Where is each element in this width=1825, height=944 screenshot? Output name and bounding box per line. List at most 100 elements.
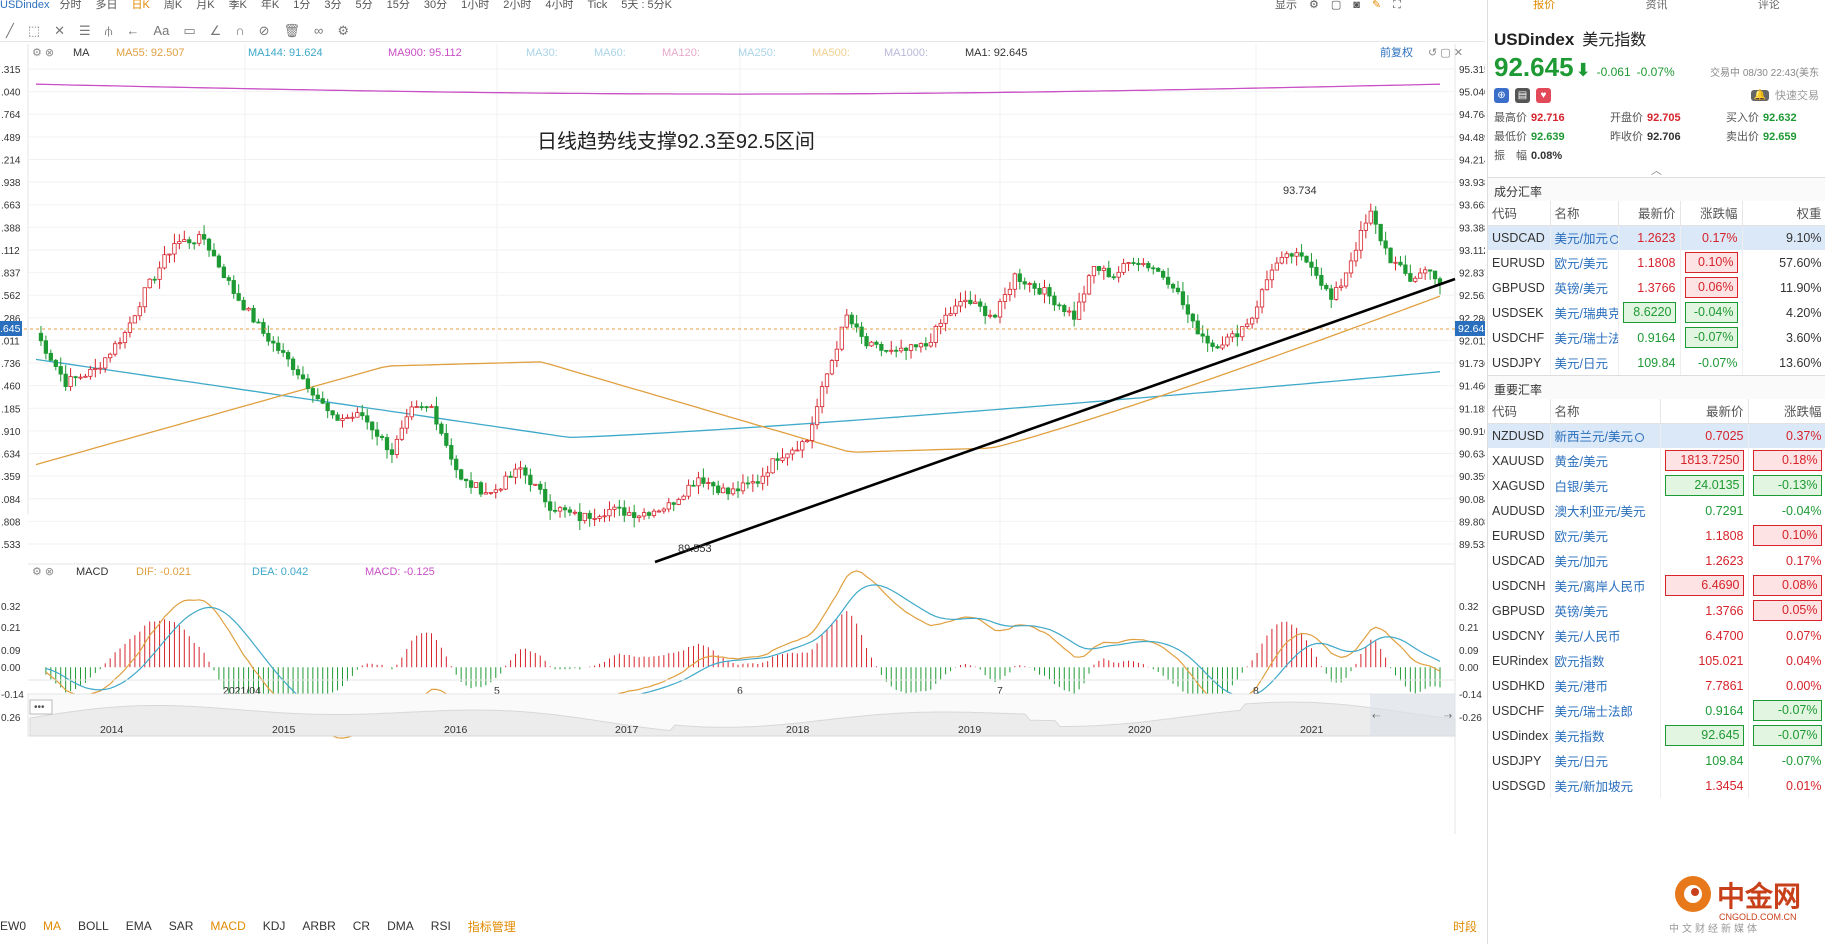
quick-trade-button[interactable]: 快速交易	[1775, 90, 1819, 102]
timeframe-0[interactable]: 分时	[59, 0, 82, 11]
indicator-3[interactable]: EMA	[125, 919, 152, 933]
indicator-0[interactable]: EW0	[0, 919, 27, 933]
timeframe-9[interactable]: 5分	[355, 0, 373, 11]
chart-area[interactable]: ⚙ ⊗ MA MA55: 92.507 MA144: 91.624 MA900:…	[0, 44, 1490, 944]
table-row[interactable]: USDHKD 美元/港币 7.7861 0.00%	[1488, 673, 1825, 698]
table-row[interactable]: GBPUSD 英镑/美元 1.3766 0.06% 11.90%	[1488, 275, 1825, 300]
more-button[interactable]	[29, 699, 53, 715]
overview-navigator[interactable]: ⇠ ⇢ ••• 2014 2015 2016 2017 2018 2019 2020 2021	[27, 693, 1456, 737]
ma-label[interactable]: MA	[73, 47, 90, 59]
column-header[interactable]: 权重	[1742, 201, 1825, 226]
panel-tab-0[interactable]: 报价	[1533, 0, 1556, 11]
adjust-toggle[interactable]: 前复权	[1380, 45, 1413, 59]
timeframe-11[interactable]: 30分	[423, 0, 448, 11]
indicator-2[interactable]: BOLL	[78, 919, 109, 933]
tool-settings-icon[interactable]: ⚙	[337, 22, 349, 38]
arrow-tool-icon[interactable]: ←	[126, 23, 140, 38]
macd-settings-icon[interactable]: ⚙ ⊗	[32, 566, 54, 578]
timeframe-12[interactable]: 1小时	[461, 0, 490, 11]
overview-window[interactable]	[1370, 694, 1455, 736]
indicator-5[interactable]: MACD	[210, 919, 246, 933]
bell-icon[interactable]: 🔔	[1750, 89, 1769, 101]
pen-icon[interactable]: ✎	[1371, 0, 1382, 11]
timeframe-1[interactable]: 多日	[95, 0, 118, 11]
globe-icon[interactable]: ⊕	[1494, 87, 1509, 103]
timeframe-2[interactable]: 日K	[131, 0, 150, 11]
overview-right-arrow-icon[interactable]: ⇢	[1444, 711, 1452, 722]
table-row[interactable]: USDSGD 美元/新加坡元 1.3454 0.01%	[1488, 773, 1825, 798]
fullscreen-icon[interactable]: ⛶	[1393, 0, 1401, 11]
table-row[interactable]: AUDUSD 澳大利亚元/美元 0.7291 -0.04%	[1488, 498, 1825, 523]
indicator-1[interactable]: MA	[43, 919, 62, 933]
indicator-6[interactable]: KDJ	[262, 919, 286, 933]
target-icon[interactable]	[1634, 433, 1644, 443]
layout-icon[interactable]: ▢	[1330, 0, 1342, 11]
macd-label[interactable]: MACD	[76, 566, 108, 578]
timeframe-14[interactable]: 4小时	[545, 0, 574, 11]
pitchfork-tool-icon[interactable]: ⫛	[104, 22, 113, 38]
table-row[interactable]: USDSEK 美元/瑞典克 8.6220 -0.04% 4.20%	[1488, 300, 1825, 325]
brush-tool-icon[interactable]: ∠	[209, 22, 222, 38]
more-icon[interactable]: •••	[34, 702, 45, 713]
table-row[interactable]: USDJPY 美元/日元 109.84 -0.07% 13.60%	[1488, 350, 1825, 375]
timeframe-7[interactable]: 1分	[293, 0, 311, 11]
timeframe-16[interactable]: 5天 : 5分K	[621, 0, 673, 11]
kline-chart[interactable]: ⚙ ⊗ MA MA55: 92.507 MA144: 91.624 MA900:…	[0, 44, 1490, 916]
timeframe-5[interactable]: 季K	[228, 0, 247, 11]
table-row[interactable]: USDCNY 美元/人民币 6.4700 0.07%	[1488, 623, 1825, 648]
table-row[interactable]: EURindex 欧元指数 105.021 0.04%	[1488, 648, 1825, 673]
delete-tool-icon[interactable]: 🗑	[283, 22, 301, 38]
indicator-8[interactable]: CR	[352, 919, 371, 933]
shape-tool-icon[interactable]: ⬚	[27, 22, 41, 38]
timeframe-6[interactable]: 年K	[260, 0, 280, 11]
overview-left-arrow-icon[interactable]: ⇠	[1372, 711, 1381, 722]
timeframe-15[interactable]: Tick	[587, 0, 608, 11]
symbol-label[interactable]: USDindex	[0, 0, 50, 11]
table-row[interactable]: USDCHF 美元/瑞士法 0.9164 -0.07% 3.60%	[1488, 325, 1825, 350]
table-row[interactable]: USDCNH 美元/离岸人民币 6.4690 0.08%	[1488, 573, 1825, 598]
column-header[interactable]: 涨跌幅	[1748, 399, 1825, 424]
table-row[interactable]: USDCAD 美元/加元 1.2623 0.17% 9.10%	[1488, 225, 1825, 250]
indicator-10[interactable]: RSI	[430, 919, 451, 933]
indicator-7[interactable]: ARBR	[302, 919, 336, 933]
panel-tab-1[interactable]: 资讯	[1645, 0, 1668, 11]
trend-line[interactable]	[654, 277, 1456, 564]
link-tool-icon[interactable]: ∞	[314, 23, 324, 38]
fib-tool-icon[interactable]: ✕	[54, 22, 66, 38]
screenshot-icon[interactable]: ◙	[1353, 0, 1360, 11]
table-row[interactable]: EURUSD 欧元/美元 1.1808 0.10%	[1488, 523, 1825, 548]
table-row[interactable]: GBPUSD 英镑/美元 1.3766 0.05%	[1488, 598, 1825, 623]
timeframe-13[interactable]: 2小时	[503, 0, 532, 11]
indicator-4[interactable]: SAR	[168, 919, 194, 933]
display-button[interactable]: 显示	[1275, 0, 1297, 11]
table-row[interactable]: NZDUSD 新西兰元/美元 0.7025 0.37%	[1488, 423, 1825, 448]
timeframe-10[interactable]: 15分	[386, 0, 410, 11]
column-header[interactable]: 最新价	[1618, 201, 1681, 226]
column-header[interactable]: 涨跌幅	[1680, 201, 1743, 226]
column-header[interactable]: 名称	[1550, 399, 1661, 424]
ma-settings-icon[interactable]: ⚙ ⊗	[32, 47, 54, 59]
trend-annotation[interactable]: 日线趋势线支撑92.3至92.5区间	[537, 130, 815, 153]
table-row[interactable]: USDJPY 美元/日元 109.84 -0.07%	[1488, 748, 1825, 773]
table-row[interactable]: USDindex 美元指数 92.645 -0.07%	[1488, 723, 1825, 748]
table-row[interactable]: XAGUSD 白银/美元 24.0135 -0.13%	[1488, 473, 1825, 498]
indicator-11[interactable]: 指标管理	[467, 919, 516, 934]
timeframe-4[interactable]: 月K	[196, 0, 215, 11]
line-tool-icon[interactable]: ╱	[6, 22, 14, 38]
collapse-chevron-icon[interactable]: ︿	[1651, 165, 1662, 177]
table-row[interactable]: USDCAD 美元/加元 1.2623 0.17%	[1488, 548, 1825, 573]
favorite-heart-icon[interactable]: ♥	[1536, 87, 1551, 103]
target-icon[interactable]	[1609, 235, 1617, 245]
text-tool-icon[interactable]: Aa	[153, 23, 170, 38]
table-row[interactable]: XAUUSD 黄金/美元 1813.7250 0.18%	[1488, 448, 1825, 473]
table-row[interactable]: USDCHF 美元/瑞士法郎 0.9164 -0.07%	[1488, 698, 1825, 723]
channel-tool-icon[interactable]: ☰	[79, 22, 91, 38]
table-row[interactable]: EURUSD 欧元/美元 1.1808 0.10% 57.60%	[1488, 250, 1825, 275]
panel-tab-2[interactable]: 评论	[1757, 0, 1780, 11]
timeframe-8[interactable]: 3分	[324, 0, 342, 11]
column-header[interactable]: 代码	[1488, 399, 1551, 424]
hide-tool-icon[interactable]: ⊘	[258, 22, 270, 38]
settings-icon[interactable]: ⚙	[1309, 0, 1319, 11]
timeframe-3[interactable]: 周K	[163, 0, 183, 11]
column-header[interactable]: 名称	[1550, 201, 1619, 226]
